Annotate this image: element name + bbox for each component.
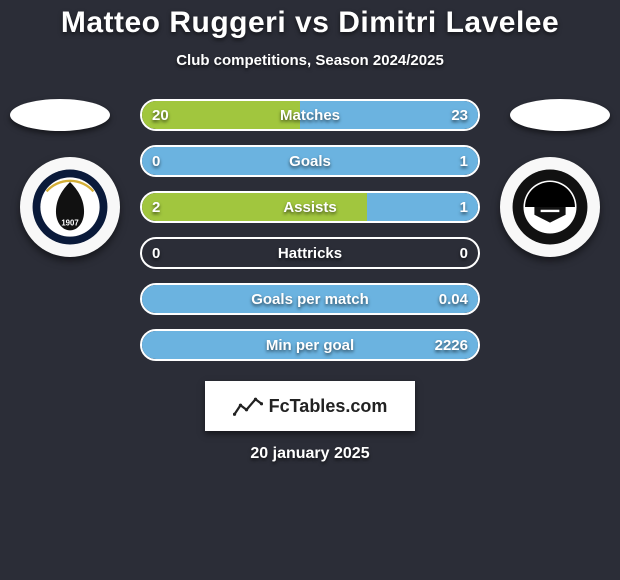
stat-bars: 20 23 Matches 0 1 Goals 2 1 Assists 0 0 Hattricks 0.… [140, 99, 480, 361]
date-stamp: 20 january 2025 [0, 445, 620, 463]
branding-text: FcTables.com [269, 396, 388, 417]
atalanta-crest-icon: 1907 [31, 168, 109, 246]
stat-label: Hattricks [278, 245, 342, 262]
stat-row: 0 1 Goals [140, 145, 480, 177]
stat-row: 0.04 Goals per match [140, 283, 480, 315]
fctables-logo-icon [233, 394, 263, 418]
stat-value-left: 20 [152, 107, 169, 124]
comparison-card: Matteo Ruggeri vs Dimitri Lavelee Club c… [0, 0, 620, 580]
club-crest-left: 1907 [20, 157, 120, 257]
stat-value-right: 2226 [435, 337, 468, 354]
page-title: Matteo Ruggeri vs Dimitri Lavelee [0, 6, 620, 40]
stat-row: 2226 Min per goal [140, 329, 480, 361]
nation-flag-right [510, 99, 610, 131]
stat-value-right: 1 [460, 199, 468, 216]
stat-label: Goals [289, 153, 331, 170]
stat-row: 2 1 Assists [140, 191, 480, 223]
stat-label: Assists [283, 199, 336, 216]
branding-badge: FcTables.com [205, 381, 415, 431]
nation-flag-left [10, 99, 110, 131]
stat-value-left: 0 [152, 245, 160, 262]
stat-value-right: 0.04 [439, 291, 468, 308]
svg-text:1907: 1907 [61, 219, 78, 228]
stat-label: Goals per match [251, 291, 369, 308]
stat-value-left: 2 [152, 199, 160, 216]
stat-label: Matches [280, 107, 340, 124]
stat-value-left: 0 [152, 153, 160, 170]
content-area: 1907 20 23 Matches 0 1 Goals 2 1 Assists 0 0 Hattri… [0, 99, 620, 361]
club-crest-right [500, 157, 600, 257]
subtitle: Club competitions, Season 2024/2025 [0, 52, 620, 69]
stat-value-right: 0 [460, 245, 468, 262]
stat-value-right: 23 [451, 107, 468, 124]
stat-row: 0 0 Hattricks [140, 237, 480, 269]
stat-row: 20 23 Matches [140, 99, 480, 131]
stat-value-right: 1 [460, 153, 468, 170]
sturm-graz-crest-icon [511, 168, 589, 246]
stat-label: Min per goal [266, 337, 354, 354]
